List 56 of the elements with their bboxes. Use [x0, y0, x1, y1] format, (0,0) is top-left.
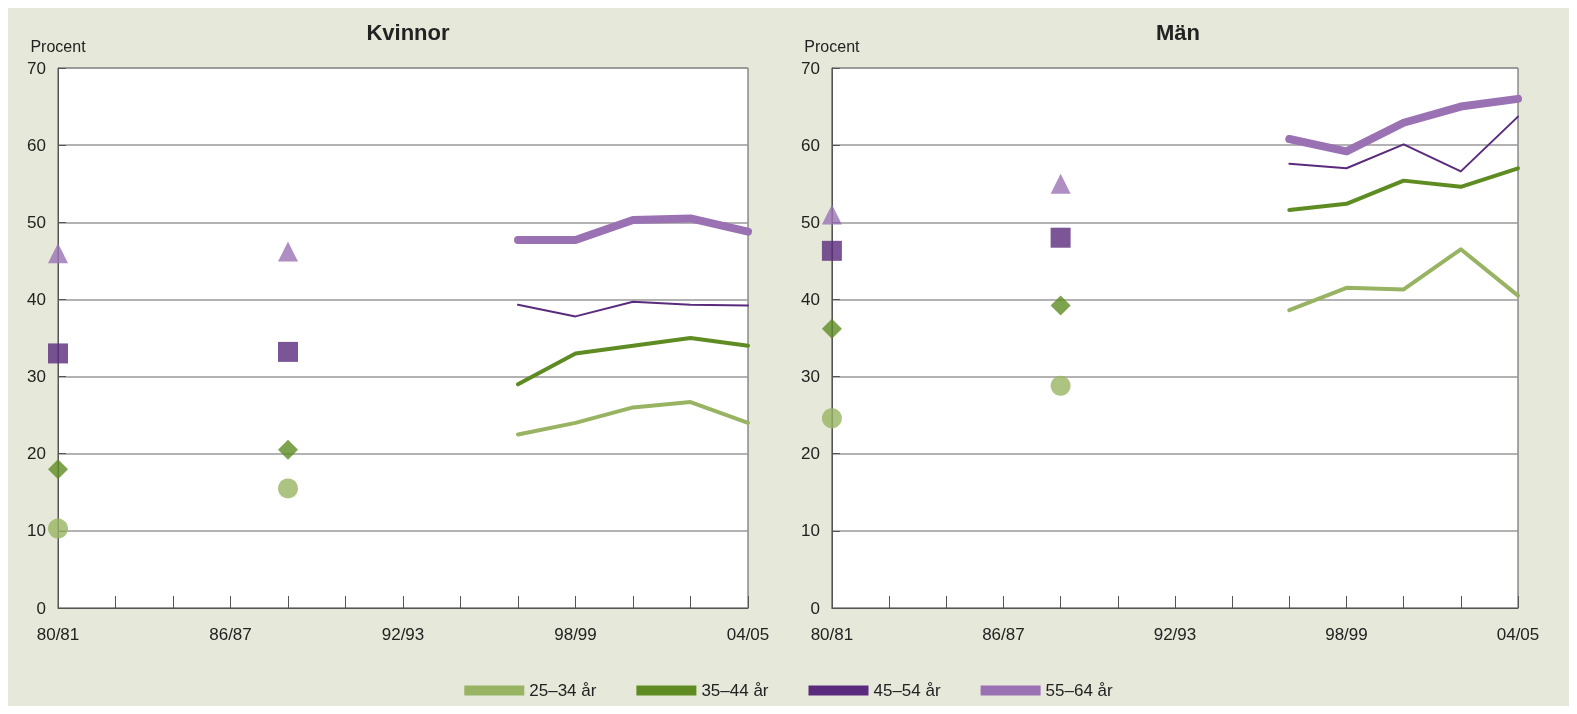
point [821, 318, 842, 339]
y-tick-label: 50 [800, 212, 820, 232]
line-series [517, 300, 749, 318]
y-tick-label: 0 [36, 598, 46, 618]
point [1050, 295, 1071, 316]
x-tick-label: 04/05 [1496, 625, 1540, 644]
point [821, 204, 842, 225]
x-tick-label: 92/93 [381, 625, 425, 644]
y-axis-title: Procent [804, 37, 861, 55]
y-tick-label: 50 [27, 212, 46, 232]
line-series [516, 400, 750, 437]
line-series [516, 336, 750, 387]
line-series [1288, 115, 1519, 173]
point [278, 478, 298, 499]
point [48, 243, 68, 264]
y-axis-title: Procent [30, 37, 87, 55]
y-tick-label: 40 [800, 289, 820, 309]
point [48, 343, 68, 364]
legend-label: 35–44 år [701, 681, 769, 700]
point [278, 341, 298, 362]
y-tick-label: 20 [27, 444, 46, 464]
y-tick-label: 60 [27, 135, 46, 155]
point [821, 408, 842, 429]
chart-title: Män [1156, 19, 1200, 45]
x-tick-label: 92/93 [1153, 625, 1197, 644]
line-series [1287, 166, 1520, 212]
y-tick-label: 30 [800, 367, 820, 387]
legend-label: 45–54 år [873, 681, 941, 700]
x-tick-label: 86/87 [209, 625, 252, 644]
y-tick-label: 10 [27, 521, 46, 541]
point [1050, 227, 1071, 248]
y-tick-label: 0 [810, 598, 820, 618]
point [278, 241, 298, 262]
y-tick-label: 40 [27, 289, 46, 309]
y-tick-label: 20 [800, 444, 820, 464]
chart-title: Kvinnor [366, 19, 450, 45]
y-tick-label: 70 [27, 58, 46, 78]
legend-label: 55–64 år [1045, 681, 1114, 700]
point [48, 459, 68, 480]
x-tick-label: 98/99 [1325, 625, 1368, 644]
x-tick-label: 86/87 [982, 625, 1025, 644]
y-tick-label: 70 [800, 58, 820, 78]
x-tick-label: 98/99 [554, 625, 597, 644]
point [278, 439, 298, 460]
y-tick-label: 60 [800, 135, 820, 155]
point [1050, 375, 1071, 396]
y-tick-label: 30 [27, 367, 46, 387]
point [821, 240, 842, 261]
x-tick-label: 80/81 [36, 625, 80, 644]
legend-label: 25–34 år [529, 681, 597, 700]
point [1050, 173, 1071, 194]
y-tick-label: 10 [800, 521, 820, 541]
point [48, 518, 68, 539]
x-tick-label: 80/81 [810, 625, 854, 644]
x-tick-label: 04/05 [726, 625, 770, 644]
line-series [1287, 247, 1520, 313]
